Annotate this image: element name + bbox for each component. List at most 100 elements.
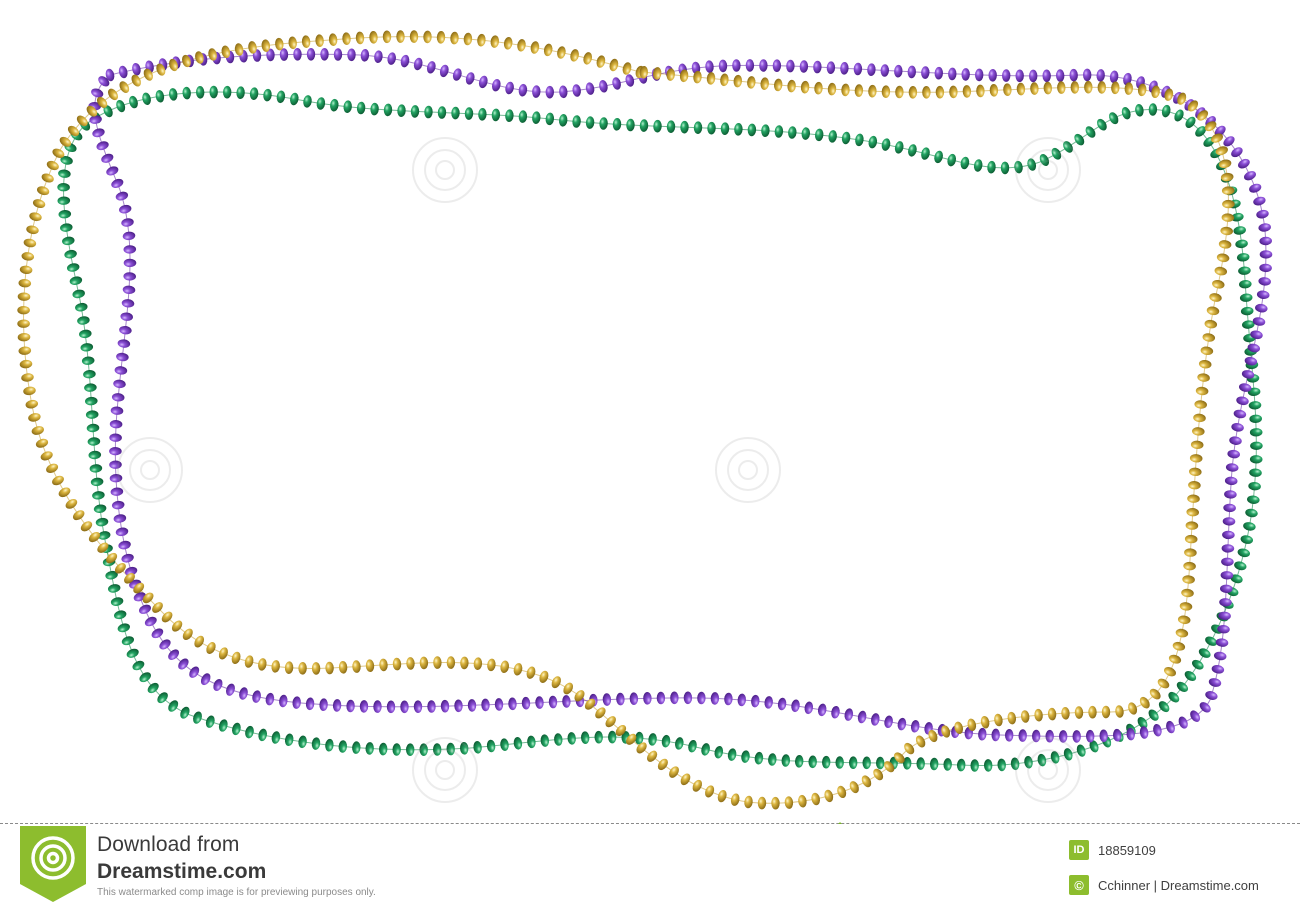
green-bead xyxy=(527,735,536,749)
green-bead xyxy=(209,85,218,99)
purple-bead xyxy=(974,68,984,82)
brand-name[interactable]: Dreamstime.com xyxy=(97,860,267,883)
purple-bead xyxy=(239,687,248,700)
green-bead xyxy=(997,758,1006,772)
gold-bead xyxy=(1212,279,1225,289)
green-bead xyxy=(132,660,145,671)
gold-bead xyxy=(194,635,205,648)
green-bead xyxy=(1037,753,1047,767)
purple-bead xyxy=(1224,490,1237,499)
purple-bead xyxy=(1253,196,1266,206)
gold-bead xyxy=(1221,186,1235,195)
purple-bead xyxy=(1004,729,1014,742)
green-bead xyxy=(271,731,281,744)
purple-bead xyxy=(813,60,822,74)
gold-bead xyxy=(615,724,627,737)
purple-bead xyxy=(948,67,957,81)
purple-bead xyxy=(572,84,581,97)
photographer-credit[interactable]: Cchinner | Dreamstime.com xyxy=(1098,878,1259,893)
purple-bead xyxy=(1031,729,1041,743)
green-bead xyxy=(236,86,245,99)
green-bead xyxy=(58,209,72,219)
purple-bead xyxy=(98,76,110,87)
download-from-label: Download from xyxy=(97,833,240,856)
green-bead xyxy=(1250,441,1263,451)
green-bead xyxy=(774,125,784,138)
gold-bead xyxy=(798,794,807,808)
green-bead xyxy=(828,130,837,143)
green-bead xyxy=(57,182,70,192)
gold-bead xyxy=(171,620,183,632)
purple-bead xyxy=(454,699,463,713)
purple-bead xyxy=(894,64,903,78)
purple-bead xyxy=(109,433,122,442)
green-bead xyxy=(85,410,99,419)
green-bead xyxy=(1027,158,1037,171)
purple-bead xyxy=(123,272,136,281)
gold-bead xyxy=(182,628,193,640)
gold-bead xyxy=(1088,705,1097,719)
green-bead xyxy=(1247,495,1260,504)
green-bead xyxy=(168,88,178,101)
green-bead xyxy=(303,95,312,108)
purple-bead xyxy=(481,698,490,712)
green-bead xyxy=(93,504,107,513)
green-bead xyxy=(934,150,943,164)
gold-bead xyxy=(679,69,689,83)
purple-bead xyxy=(521,696,531,710)
gold-bead xyxy=(231,651,241,665)
green-bead xyxy=(572,115,581,128)
purple-bead xyxy=(111,178,124,188)
gold-bead xyxy=(446,656,456,669)
green-bead xyxy=(554,733,563,746)
gold-bead xyxy=(396,30,405,43)
purple-bead xyxy=(724,692,733,706)
purple-bead xyxy=(279,694,288,708)
gold-bead xyxy=(392,657,402,671)
green-bead xyxy=(486,739,496,753)
green-bead xyxy=(126,648,139,658)
purple-bead xyxy=(306,48,316,61)
green-bead xyxy=(383,103,393,117)
green-bead xyxy=(1174,109,1184,122)
green-bead xyxy=(66,263,80,272)
purple-bead xyxy=(817,703,827,717)
green-bead xyxy=(182,86,191,100)
purple-bead xyxy=(656,691,666,705)
purple-bead xyxy=(1042,69,1051,83)
purple-bead xyxy=(122,285,136,295)
purple-bead xyxy=(1233,409,1247,419)
green-bead xyxy=(1063,748,1073,761)
gold-bead xyxy=(152,602,163,613)
green-bead xyxy=(424,105,433,119)
purple-bead xyxy=(265,692,275,706)
dreamstime-logo-icon xyxy=(20,826,86,902)
gold-bead xyxy=(747,76,756,89)
purple-bead xyxy=(1217,624,1230,634)
gold-bead xyxy=(1209,293,1222,302)
gold-bead xyxy=(21,252,35,261)
gold-bead xyxy=(26,225,39,235)
gold-bead xyxy=(65,499,78,509)
gold-bead xyxy=(46,463,59,473)
image-id: 18859109 xyxy=(1098,843,1156,858)
purple-bead xyxy=(123,258,137,268)
purple-bead xyxy=(494,698,504,711)
green-bead xyxy=(110,597,124,606)
purple-bead xyxy=(1220,571,1234,580)
purple-bead xyxy=(1219,598,1232,607)
gold-bead xyxy=(647,750,658,762)
green-bead xyxy=(1236,253,1250,262)
gold-bead xyxy=(692,779,703,792)
purple-bead xyxy=(880,64,890,77)
green-bead xyxy=(720,122,730,135)
gold-bead xyxy=(1193,413,1206,423)
gold-bead xyxy=(1084,80,1093,94)
purple-bead xyxy=(1241,370,1255,379)
gold-bead xyxy=(19,265,33,275)
gold-bead xyxy=(605,716,616,728)
purple-bead xyxy=(138,604,152,614)
gold-bead xyxy=(517,39,526,52)
gold-bead xyxy=(744,795,753,809)
purple-bead xyxy=(111,500,125,510)
